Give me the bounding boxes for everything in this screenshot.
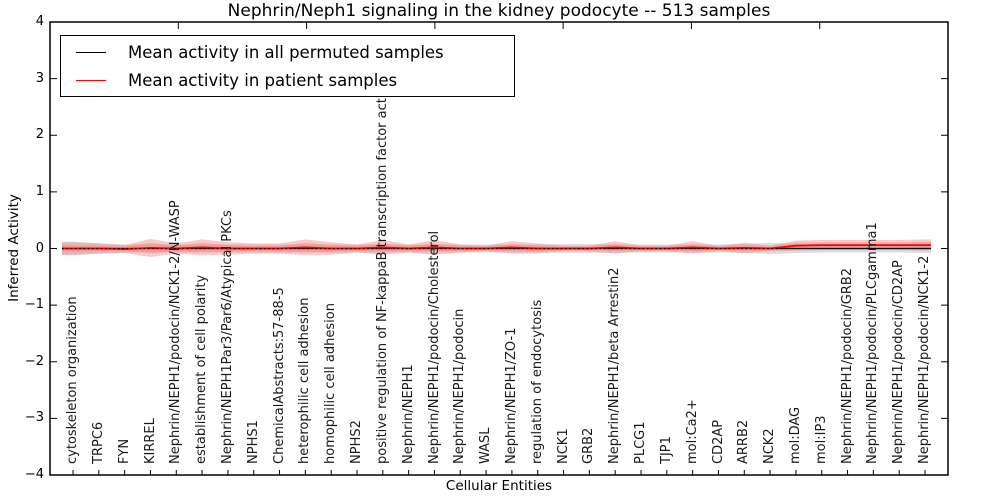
legend-box: Mean activity in all permuted samples Me… <box>60 35 515 97</box>
chart-title: Nephrin/Neph1 signaling in the kidney po… <box>227 1 771 21</box>
legend-label-patient: Mean activity in patient samples <box>128 70 398 90</box>
legend-item-permuted: Mean activity in all permuted samples <box>76 38 514 66</box>
legend-label-permuted: Mean activity in all permuted samples <box>128 42 444 62</box>
legend-item-patient: Mean activity in patient samples <box>76 66 514 94</box>
patient-line-swatch <box>76 79 106 81</box>
patient-mean-line <box>62 244 931 251</box>
permuted-line-swatch <box>76 51 106 53</box>
y-axis-label: Inferred Activity <box>6 194 22 302</box>
x-axis-label: Cellular Entities <box>445 478 553 494</box>
